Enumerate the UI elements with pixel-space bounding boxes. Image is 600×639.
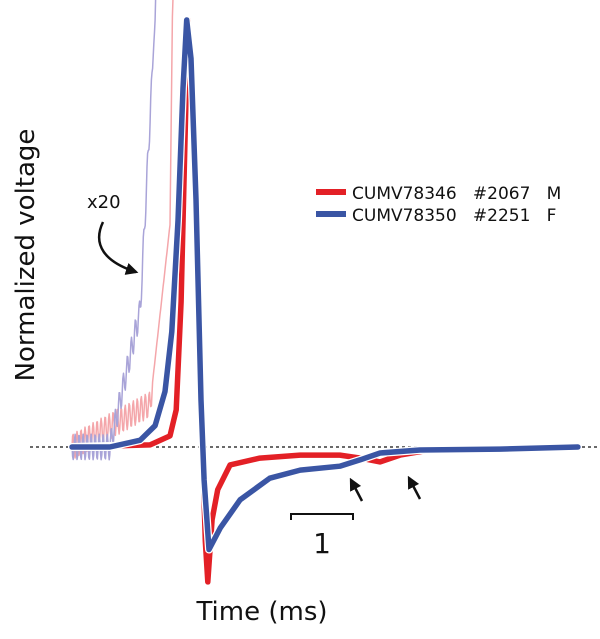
- series-traces: [68, 16, 582, 586]
- x-axis-label: Time (ms): [195, 597, 327, 627]
- series-line-0: [69, 17, 581, 585]
- x20-annotation: x20: [87, 192, 121, 213]
- series-line-1: [69, 17, 581, 553]
- x20-trace-1: [71, 0, 157, 461]
- legend-label-red: CUMV78346 #2067 M: [352, 184, 561, 204]
- x20-arrow: [97, 221, 139, 275]
- x20-traces: [71, 0, 174, 461]
- scale-bar: [290, 513, 354, 520]
- feature-arrow-1: [349, 477, 364, 502]
- legend: CUMV78346 #2067 M CUMV78350 #2251 F: [316, 184, 561, 226]
- legend-label-blue: CUMV78350 #2251 F: [352, 206, 556, 226]
- y-axis-label: Normalized voltage: [11, 129, 41, 382]
- series-outline-0: [68, 16, 582, 586]
- feature-arrow-2: [407, 475, 422, 500]
- x20-trace-0: [71, 0, 174, 459]
- scale-bar-label: 1: [313, 527, 331, 560]
